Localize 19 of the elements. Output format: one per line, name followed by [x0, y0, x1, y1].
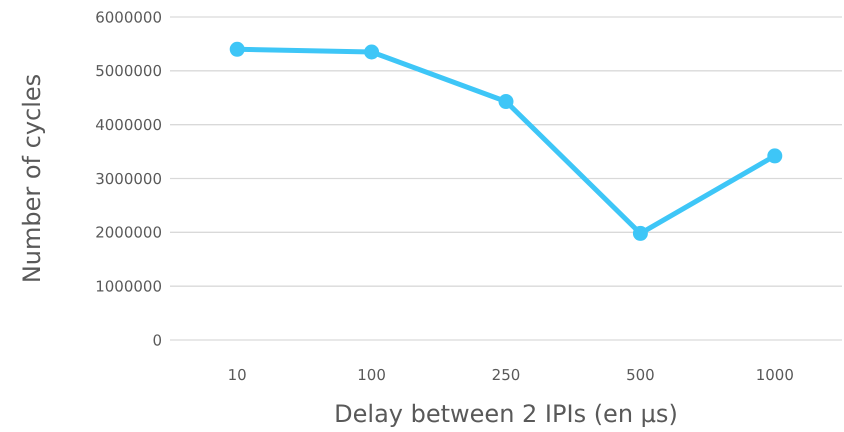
y-tick-label: 2000000 — [95, 224, 162, 242]
y-tick-label: 3000000 — [95, 170, 162, 188]
y-axis-title: Number of cycles — [18, 74, 46, 284]
y-tick-label: 0 — [152, 331, 162, 350]
point — [632, 226, 648, 241]
y-tick-label: 6000000 — [95, 8, 162, 26]
x-tick-label: 500 — [626, 366, 655, 384]
x-tick-label: 250 — [492, 366, 520, 384]
x-tick-label: 1000 — [756, 366, 794, 384]
point — [364, 44, 380, 60]
point — [767, 148, 782, 164]
point — [498, 94, 514, 110]
point — [230, 42, 245, 57]
y-tick-label: 4000000 — [95, 116, 162, 134]
y-tick-label: 5000000 — [95, 62, 162, 80]
x-axis-title: Delay between 2 IPIs (en µs) — [334, 400, 678, 428]
x-tick-label: 100 — [357, 366, 386, 384]
x-tick-label: 10 — [228, 366, 247, 384]
y-tick-label: 1000000 — [95, 277, 162, 296]
